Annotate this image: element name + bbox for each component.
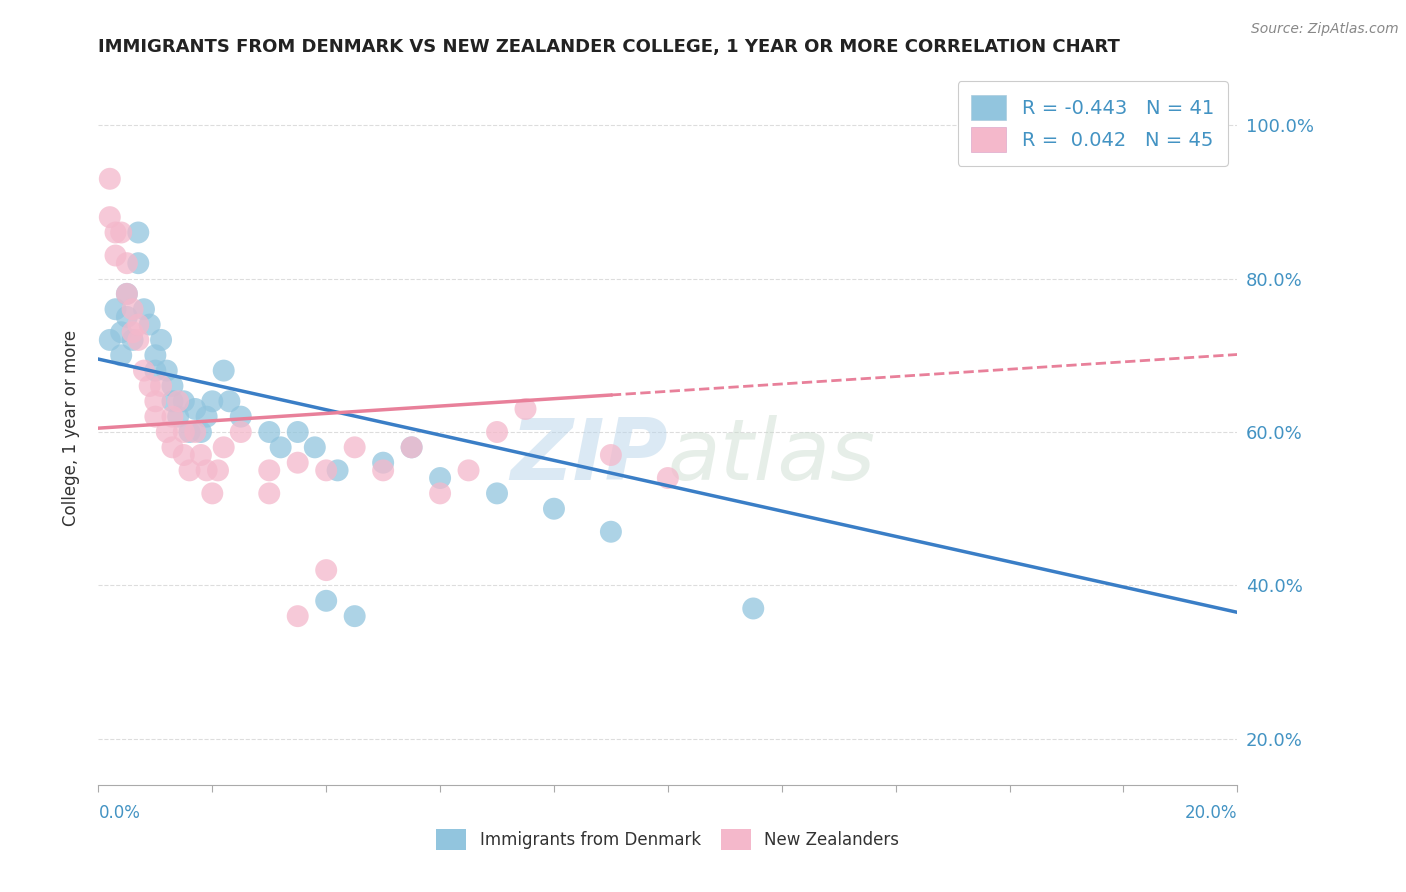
- Point: [190, 425, 212, 439]
- Point: [167, 409, 190, 424]
- Point: [150, 379, 173, 393]
- Point: [259, 486, 281, 500]
- Point: [132, 363, 155, 377]
- Point: [127, 333, 149, 347]
- Point: [212, 363, 235, 377]
- Point: [429, 471, 451, 485]
- Point: [115, 286, 138, 301]
- Point: [259, 463, 281, 477]
- Point: [179, 425, 201, 439]
- Point: [201, 394, 224, 409]
- Text: atlas: atlas: [668, 415, 876, 499]
- Point: [98, 171, 121, 186]
- Point: [373, 463, 395, 477]
- Point: [173, 394, 195, 409]
- Point: [110, 226, 132, 240]
- Point: [486, 486, 509, 500]
- Point: [173, 425, 195, 439]
- Point: [121, 325, 143, 339]
- Point: [162, 394, 184, 409]
- Point: [543, 501, 565, 516]
- Point: [201, 486, 224, 500]
- Point: [343, 441, 366, 455]
- Point: [315, 594, 337, 608]
- Point: [600, 448, 623, 462]
- Point: [127, 318, 149, 332]
- Point: [270, 441, 292, 455]
- Point: [401, 441, 423, 455]
- Point: [138, 318, 160, 332]
- Point: [98, 210, 121, 224]
- Point: [132, 302, 155, 317]
- Point: [121, 333, 143, 347]
- Text: IMMIGRANTS FROM DENMARK VS NEW ZEALANDER COLLEGE, 1 YEAR OR MORE CORRELATION CHA: IMMIGRANTS FROM DENMARK VS NEW ZEALANDER…: [98, 38, 1121, 56]
- Point: [229, 409, 252, 424]
- Point: [657, 471, 679, 485]
- Point: [162, 441, 184, 455]
- Point: [486, 425, 509, 439]
- Text: 20.0%: 20.0%: [1185, 805, 1237, 822]
- Point: [145, 348, 167, 362]
- Point: [457, 463, 479, 477]
- Point: [162, 409, 184, 424]
- Point: [742, 601, 765, 615]
- Point: [104, 302, 127, 317]
- Point: [184, 401, 207, 416]
- Point: [121, 302, 143, 317]
- Point: [315, 563, 337, 577]
- Point: [138, 379, 160, 393]
- Point: [145, 394, 167, 409]
- Text: ZIP: ZIP: [510, 415, 668, 499]
- Point: [115, 286, 138, 301]
- Point: [304, 441, 326, 455]
- Point: [195, 463, 218, 477]
- Point: [150, 333, 173, 347]
- Point: [179, 463, 201, 477]
- Point: [287, 425, 309, 439]
- Point: [145, 409, 167, 424]
- Point: [104, 248, 127, 262]
- Point: [195, 409, 218, 424]
- Point: [315, 463, 337, 477]
- Point: [218, 394, 240, 409]
- Point: [145, 363, 167, 377]
- Point: [600, 524, 623, 539]
- Point: [156, 363, 179, 377]
- Text: 0.0%: 0.0%: [98, 805, 141, 822]
- Legend: Immigrants from Denmark, New Zealanders: Immigrants from Denmark, New Zealanders: [427, 821, 908, 859]
- Point: [98, 333, 121, 347]
- Point: [373, 456, 395, 470]
- Point: [173, 448, 195, 462]
- Point: [156, 425, 179, 439]
- Point: [287, 609, 309, 624]
- Point: [343, 609, 366, 624]
- Point: [115, 256, 138, 270]
- Point: [110, 325, 132, 339]
- Point: [167, 394, 190, 409]
- Point: [104, 226, 127, 240]
- Point: [190, 448, 212, 462]
- Point: [229, 425, 252, 439]
- Point: [401, 441, 423, 455]
- Point: [127, 256, 149, 270]
- Point: [110, 348, 132, 362]
- Point: [162, 379, 184, 393]
- Point: [515, 401, 537, 416]
- Point: [207, 463, 229, 477]
- Point: [287, 456, 309, 470]
- Y-axis label: College, 1 year or more: College, 1 year or more: [62, 330, 80, 526]
- Point: [184, 425, 207, 439]
- Point: [212, 441, 235, 455]
- Point: [259, 425, 281, 439]
- Point: [429, 486, 451, 500]
- Point: [127, 226, 149, 240]
- Point: [326, 463, 349, 477]
- Text: Source: ZipAtlas.com: Source: ZipAtlas.com: [1251, 22, 1399, 37]
- Point: [115, 310, 138, 324]
